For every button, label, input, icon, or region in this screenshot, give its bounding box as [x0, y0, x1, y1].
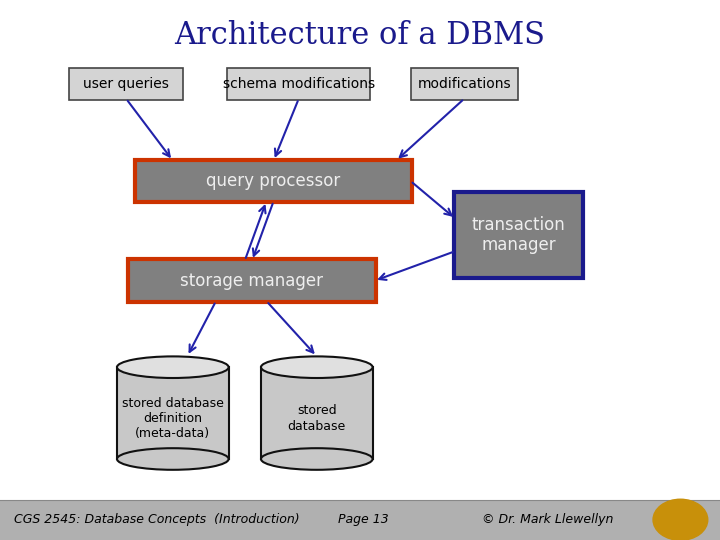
Text: transaction
manager: transaction manager	[472, 215, 565, 254]
Bar	[0, 500, 720, 540]
FancyBboxPatch shape	[128, 260, 376, 302]
Text: storage manager: storage manager	[181, 272, 323, 290]
FancyBboxPatch shape	[454, 192, 582, 278]
Ellipse shape	[261, 448, 373, 470]
Text: schema modifications: schema modifications	[222, 77, 375, 91]
Text: modifications: modifications	[418, 77, 511, 91]
Ellipse shape	[261, 356, 373, 378]
Text: Page 13: Page 13	[338, 513, 389, 526]
Text: Architecture of a DBMS: Architecture of a DBMS	[174, 19, 546, 51]
Circle shape	[653, 499, 708, 540]
Text: user queries: user queries	[83, 77, 169, 91]
Text: CGS 2545: Database Concepts  (Introduction): CGS 2545: Database Concepts (Introductio…	[14, 513, 300, 526]
Text: query processor: query processor	[207, 172, 341, 190]
Text: stored
database: stored database	[288, 404, 346, 433]
Bar	[117, 367, 229, 459]
Ellipse shape	[117, 356, 228, 378]
Bar	[261, 367, 373, 459]
Ellipse shape	[117, 448, 228, 470]
FancyBboxPatch shape	[135, 160, 412, 202]
FancyBboxPatch shape	[68, 68, 183, 99]
FancyBboxPatch shape	[228, 68, 370, 99]
FancyBboxPatch shape	[410, 68, 518, 99]
Text: © Dr. Mark Llewellyn: © Dr. Mark Llewellyn	[482, 513, 613, 526]
Text: stored database
definition
(meta-data): stored database definition (meta-data)	[122, 397, 224, 440]
